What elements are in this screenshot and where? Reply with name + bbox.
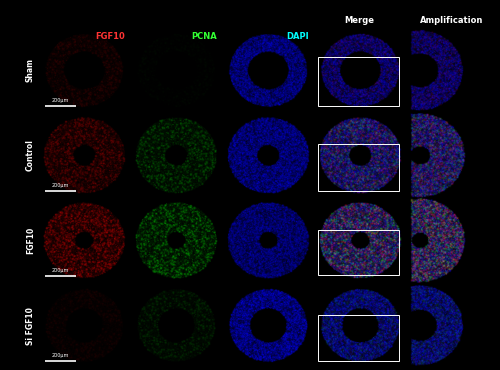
Text: FGF10: FGF10 — [95, 32, 125, 41]
Text: DAPI: DAPI — [286, 32, 309, 41]
Bar — [318, 230, 399, 275]
Text: PCNA: PCNA — [191, 32, 217, 41]
Text: FGF10: FGF10 — [26, 227, 35, 254]
Bar — [318, 57, 399, 106]
Text: Sham: Sham — [26, 58, 35, 82]
Text: Control: Control — [26, 139, 35, 171]
Text: 200μm: 200μm — [52, 183, 69, 188]
Bar — [318, 314, 399, 361]
Text: Si FGF10: Si FGF10 — [26, 307, 35, 344]
Text: Amplification: Amplification — [420, 16, 483, 25]
Text: 200μm: 200μm — [52, 98, 69, 102]
Text: 200μm: 200μm — [52, 268, 69, 273]
Text: 200μm: 200μm — [52, 353, 69, 358]
Bar — [318, 144, 399, 191]
Text: Merge: Merge — [344, 16, 374, 25]
